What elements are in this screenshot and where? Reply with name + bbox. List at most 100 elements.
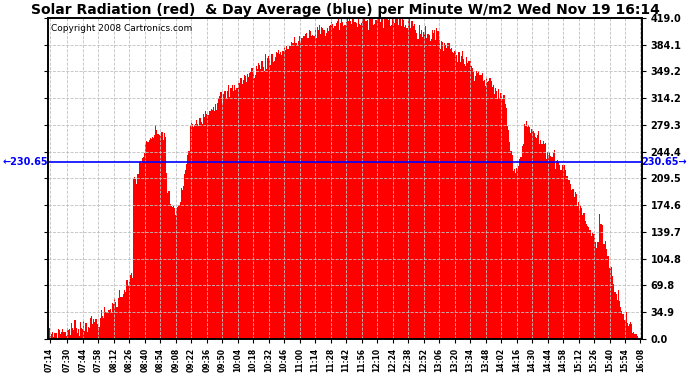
Bar xyxy=(317,27,318,339)
Bar xyxy=(474,81,475,339)
Bar xyxy=(453,53,454,339)
Bar xyxy=(55,333,56,339)
Bar xyxy=(457,62,458,339)
Bar xyxy=(557,160,558,339)
Bar xyxy=(192,124,193,339)
Bar xyxy=(234,85,235,339)
Bar xyxy=(350,21,351,339)
Bar xyxy=(507,126,509,339)
Bar xyxy=(420,34,421,339)
Bar xyxy=(362,18,363,339)
Bar xyxy=(95,319,97,339)
Bar xyxy=(165,137,166,339)
Bar xyxy=(196,120,197,339)
Bar xyxy=(553,150,555,339)
Bar xyxy=(582,215,584,339)
Bar xyxy=(366,20,368,339)
Bar xyxy=(559,165,560,339)
Bar xyxy=(516,168,517,339)
Bar xyxy=(298,40,299,339)
Bar xyxy=(164,133,165,339)
Bar xyxy=(607,256,608,339)
Bar xyxy=(382,18,383,339)
Bar xyxy=(206,114,207,339)
Bar xyxy=(589,230,590,339)
Bar xyxy=(226,98,227,339)
Bar xyxy=(247,74,248,339)
Bar xyxy=(260,69,262,339)
Bar xyxy=(148,140,150,339)
Bar xyxy=(370,19,371,339)
Bar xyxy=(238,83,239,339)
Bar xyxy=(412,21,413,339)
Bar xyxy=(229,97,230,339)
Bar xyxy=(308,38,309,339)
Bar xyxy=(417,39,419,339)
Bar xyxy=(515,173,516,339)
Bar xyxy=(297,45,298,339)
Bar xyxy=(279,54,280,339)
Bar xyxy=(635,334,637,339)
Bar xyxy=(104,307,106,339)
Bar xyxy=(159,136,161,339)
Bar xyxy=(377,18,379,339)
Bar xyxy=(379,18,380,339)
Bar xyxy=(99,327,100,339)
Bar xyxy=(108,310,109,339)
Bar xyxy=(628,326,629,339)
Bar xyxy=(390,26,391,339)
Bar xyxy=(518,166,520,339)
Bar xyxy=(527,126,528,339)
Bar xyxy=(622,314,623,339)
Bar xyxy=(176,209,177,339)
Bar xyxy=(278,50,279,339)
Bar xyxy=(214,111,215,339)
Bar xyxy=(427,34,428,339)
Bar xyxy=(615,294,617,339)
Bar xyxy=(184,174,185,339)
Text: 230.65→: 230.65→ xyxy=(642,157,687,167)
Bar xyxy=(384,18,386,339)
Bar xyxy=(528,125,529,339)
Bar xyxy=(150,138,151,339)
Bar xyxy=(320,34,322,339)
Bar xyxy=(338,18,339,339)
Bar xyxy=(145,144,146,339)
Bar xyxy=(586,226,588,339)
Bar xyxy=(637,336,638,339)
Bar xyxy=(218,98,219,339)
Bar xyxy=(177,207,179,339)
Bar xyxy=(64,332,66,339)
Bar xyxy=(119,290,120,339)
Bar xyxy=(584,220,586,339)
Bar xyxy=(461,56,462,339)
Bar xyxy=(135,179,137,339)
Bar xyxy=(132,278,133,339)
Bar xyxy=(402,19,403,339)
Bar xyxy=(592,232,593,339)
Bar xyxy=(111,312,112,339)
Bar xyxy=(151,138,152,339)
Bar xyxy=(467,63,469,339)
Bar xyxy=(431,39,432,339)
Bar xyxy=(570,184,571,339)
Bar xyxy=(548,154,549,339)
Bar xyxy=(403,20,404,339)
Bar xyxy=(53,336,55,339)
Bar xyxy=(397,24,399,339)
Bar xyxy=(328,31,329,339)
Bar xyxy=(439,40,440,339)
Bar xyxy=(121,297,122,339)
Bar xyxy=(445,45,446,339)
Bar xyxy=(440,49,441,339)
Bar xyxy=(441,41,442,339)
Bar xyxy=(425,26,426,339)
Bar xyxy=(170,206,172,339)
Bar xyxy=(271,54,273,339)
Bar xyxy=(102,316,103,339)
Bar xyxy=(578,202,579,339)
Bar xyxy=(93,319,95,339)
Bar xyxy=(465,66,466,339)
Bar xyxy=(290,46,291,339)
Bar xyxy=(282,51,284,339)
